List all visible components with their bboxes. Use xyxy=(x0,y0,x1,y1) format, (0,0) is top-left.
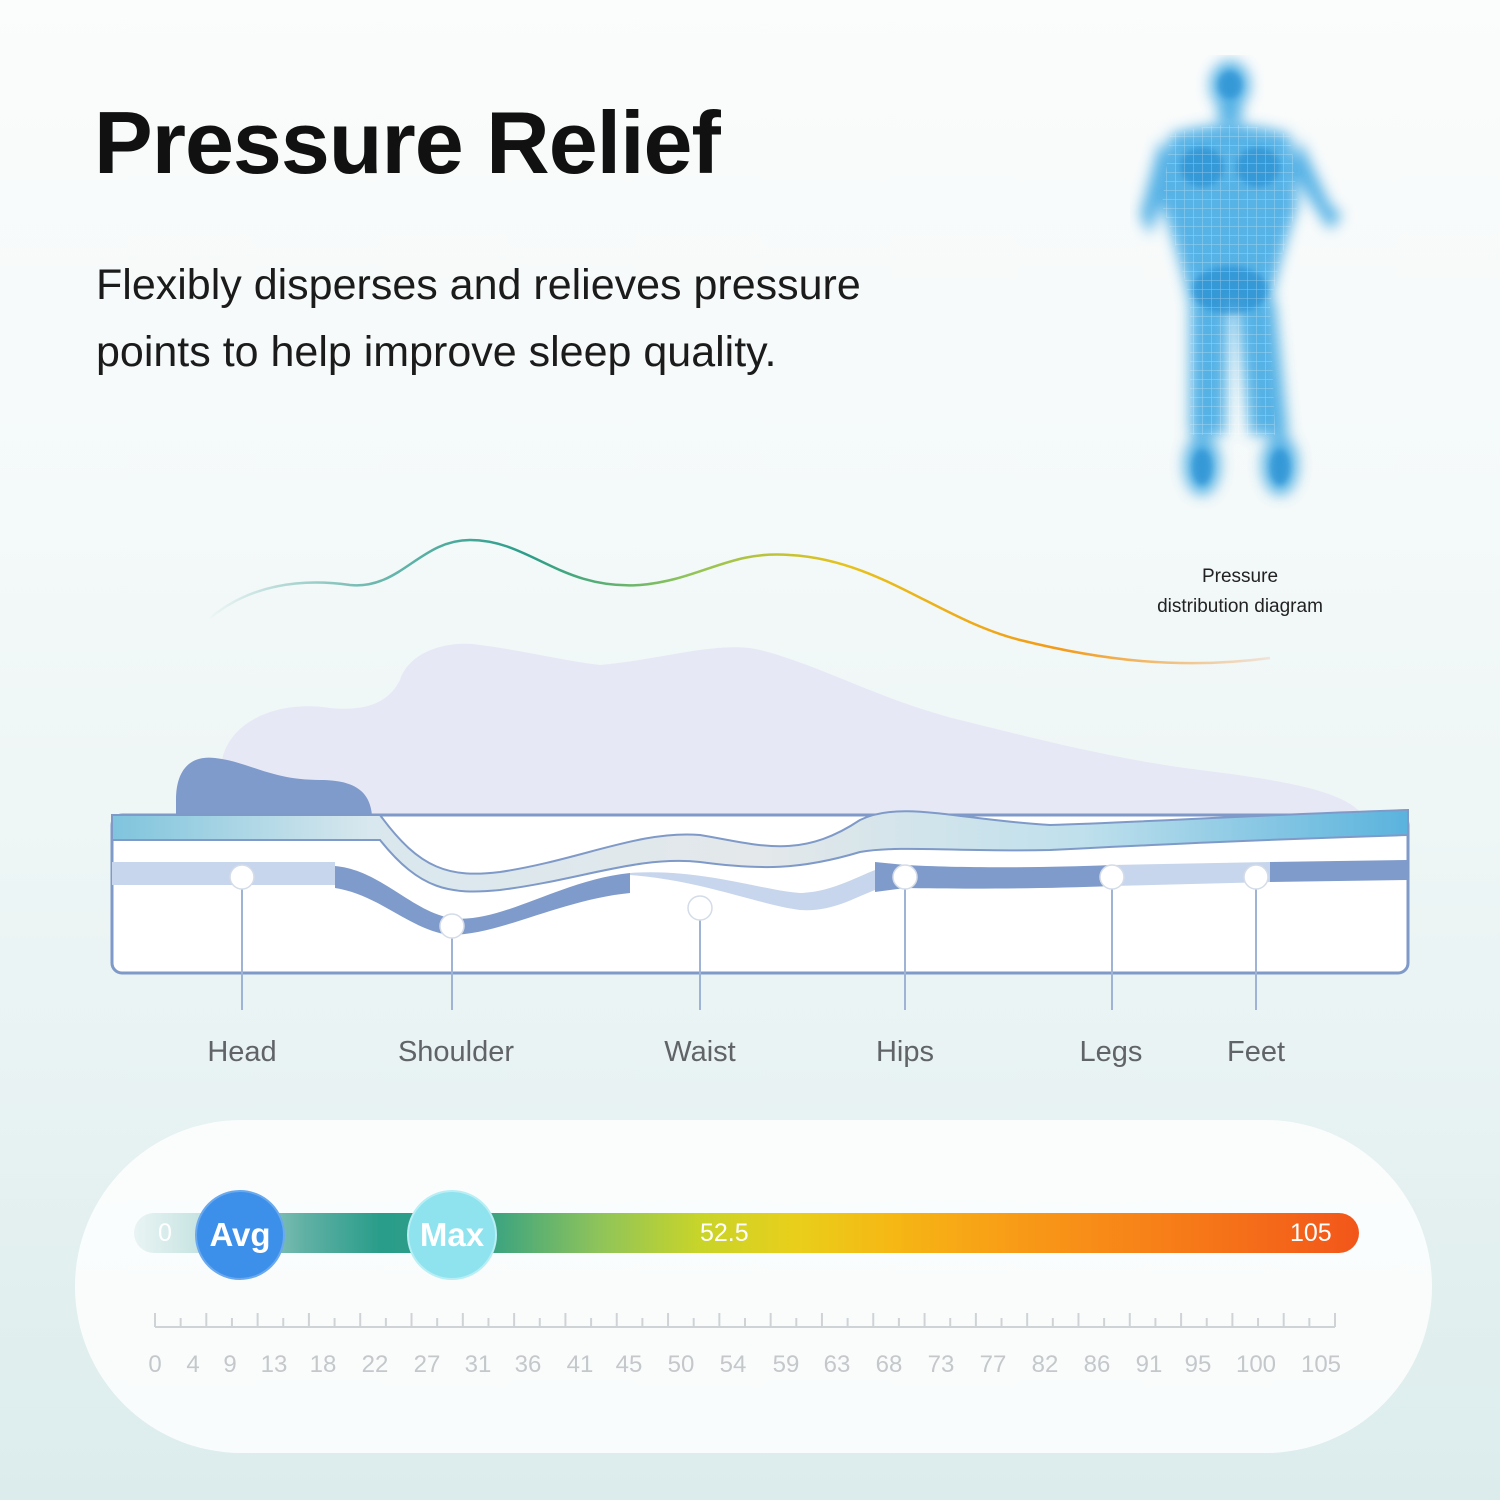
ruler-tick-label: 31 xyxy=(464,1351,492,1378)
ruler-tick-label: 9 xyxy=(223,1351,237,1378)
scale-min-label: 0 xyxy=(158,1219,172,1247)
ruler-tick-label: 0 xyxy=(148,1351,162,1378)
zone-label-legs: Legs xyxy=(1079,1036,1143,1068)
support-layer-dark xyxy=(335,866,630,935)
avg-badge: Avg xyxy=(195,1190,285,1280)
ruler-tick-label: 63 xyxy=(823,1351,851,1378)
legs-marker-dot xyxy=(1099,864,1125,890)
ruler-tick-label: 77 xyxy=(979,1351,1007,1378)
ruler-tick-label: 45 xyxy=(615,1351,643,1378)
zone-label-feet: Feet xyxy=(1226,1036,1286,1068)
ruler-tick-label: 54 xyxy=(719,1351,747,1378)
waist-marker-dot xyxy=(687,895,713,921)
ruler-tick-label: 41 xyxy=(566,1351,594,1378)
zone-label-shoulder: Shoulder xyxy=(397,1036,515,1068)
page-title: Pressure Relief xyxy=(94,93,721,192)
zone-label-waist: Waist xyxy=(664,1036,736,1068)
ruler-tick-label: 100 xyxy=(1235,1351,1277,1378)
ruler-tick-label: 22 xyxy=(361,1351,389,1378)
ruler-tick-label: 68 xyxy=(875,1351,903,1378)
feet-marker-dot xyxy=(1243,864,1269,890)
ruler-tick-label: 36 xyxy=(514,1351,542,1378)
scale-ruler xyxy=(154,1313,1336,1328)
subtitle-line-1: Flexibly disperses and relieves pressure xyxy=(96,261,861,309)
max-badge: Max xyxy=(407,1190,497,1280)
ruler-tick-label: 105 xyxy=(1300,1351,1342,1378)
scale-mid-label: 52.5 xyxy=(700,1219,749,1247)
ruler-tick-label: 91 xyxy=(1135,1351,1163,1378)
support-layer-light xyxy=(112,862,335,885)
top-foam-layer xyxy=(111,808,1409,893)
ruler-tick-label: 27 xyxy=(413,1351,441,1378)
pressure-legend: Pressure distribution diagram xyxy=(1120,562,1360,622)
pillow-shape xyxy=(176,757,373,830)
pressure-scale-panel xyxy=(75,1120,1432,1453)
ruler-tick-label: 59 xyxy=(772,1351,800,1378)
ruler-tick-label: 4 xyxy=(186,1351,200,1378)
ruler-tick-label: 50 xyxy=(667,1351,695,1378)
hips-marker-dot xyxy=(892,864,918,890)
ruler-tick-label: 13 xyxy=(260,1351,288,1378)
body-silhouette xyxy=(222,643,1360,830)
ruler-tick-label: 95 xyxy=(1184,1351,1212,1378)
page-subtitle: Flexibly disperses and relieves pressure… xyxy=(96,252,956,386)
shoulder-marker-dot xyxy=(439,913,465,939)
zone-label-hips: Hips xyxy=(875,1036,934,1068)
head-marker-dot xyxy=(229,864,255,890)
legend-line-1: Pressure xyxy=(1201,566,1279,587)
ruler-tick-label: 73 xyxy=(927,1351,955,1378)
pressure-gradient-bar xyxy=(134,1213,1359,1253)
pressure-curve xyxy=(209,538,1271,665)
subtitle-line-2: points to help improve sleep quality. xyxy=(96,328,777,376)
ruler-tick-label: 82 xyxy=(1031,1351,1059,1378)
legend-line-2: distribution diagram xyxy=(1157,596,1323,617)
ruler-tick-label: 18 xyxy=(309,1351,337,1378)
ruler-tick-label: 86 xyxy=(1083,1351,1111,1378)
zone-label-head: Head xyxy=(207,1036,277,1068)
mattress-cross-section-diagram xyxy=(110,538,1410,1010)
pressure-map-figure-icon xyxy=(1140,61,1342,495)
scale-max-label: 105 xyxy=(1290,1219,1332,1247)
